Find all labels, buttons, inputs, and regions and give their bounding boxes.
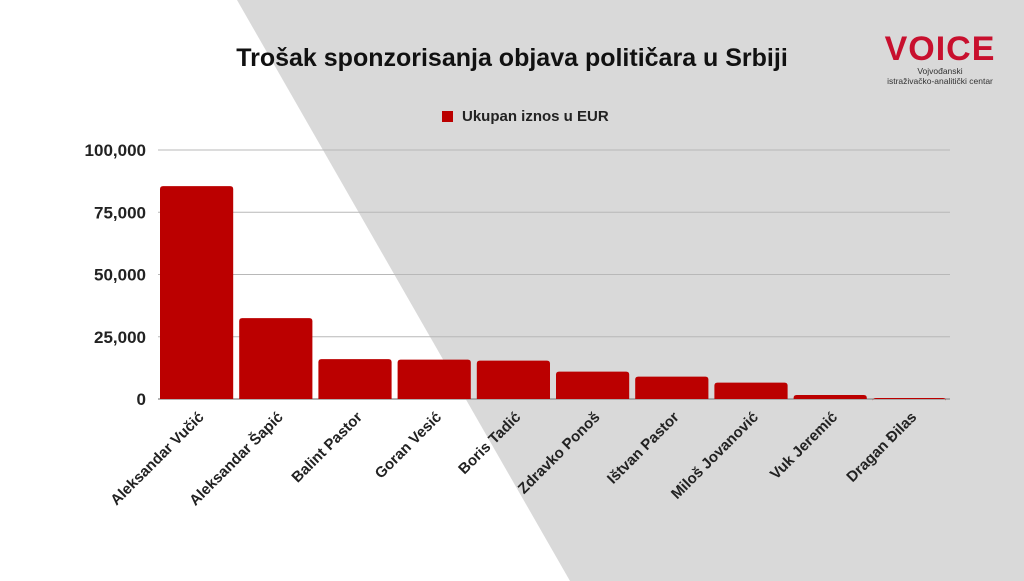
x-tick-label: Goran Vesić	[372, 409, 445, 482]
y-tick-label: 0	[137, 390, 146, 409]
x-tick-label: Boris Tadić	[455, 409, 524, 478]
bar	[872, 398, 946, 402]
x-tick-label: Balint Pastor	[288, 409, 366, 487]
bar	[476, 360, 550, 399]
y-tick-label: 25,000	[94, 328, 146, 347]
bar	[318, 359, 392, 399]
legend-swatch	[442, 111, 453, 122]
bar	[793, 395, 867, 399]
x-tick-label: Ištvan Pastor	[604, 409, 683, 488]
legend: Ukupan iznos u EUR	[442, 108, 609, 125]
x-tick-label: Dragan Đilas	[843, 409, 920, 486]
bar	[556, 371, 630, 399]
y-tick-label: 50,000	[94, 266, 146, 285]
bar	[714, 382, 788, 399]
x-tick-label: Zdravko Ponoš	[515, 409, 604, 498]
legend-label: Ukupan iznos u EUR	[462, 108, 609, 125]
bar	[160, 186, 234, 399]
logo-line2: istraživačko-analitički centar	[887, 76, 993, 86]
bar	[635, 376, 709, 399]
bar	[397, 359, 471, 399]
logo-word: VOICE	[884, 30, 996, 68]
y-tick-label: 75,000	[94, 203, 146, 222]
logo-line1: Vojvođanski	[917, 66, 963, 76]
chart-title: Trošak sponzorisanja objava političara u…	[236, 44, 788, 72]
x-tick-label: Miloš Jovanović	[668, 409, 762, 503]
voice-logo: VOICE Vojvođanski istraživačko-analitičk…	[880, 32, 1000, 86]
bar	[239, 318, 313, 399]
x-tick-label: Vuk Jeremić	[767, 409, 841, 483]
y-tick-label: 100,000	[85, 141, 146, 160]
